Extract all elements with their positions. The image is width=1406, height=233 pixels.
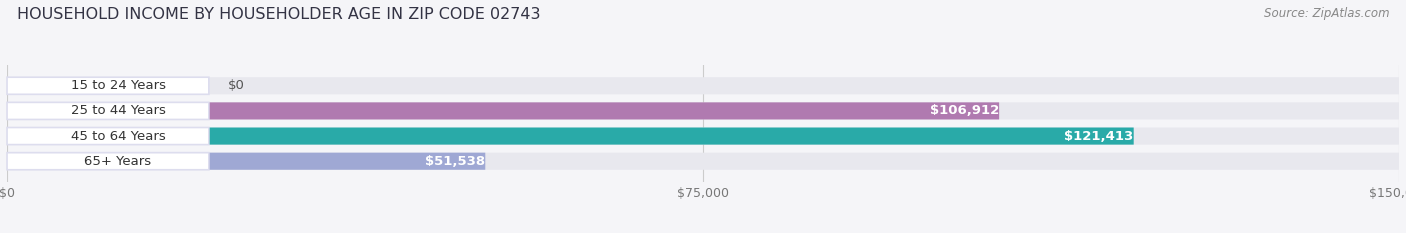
Text: $121,413: $121,413 xyxy=(1064,130,1133,143)
FancyBboxPatch shape xyxy=(7,127,1399,145)
FancyBboxPatch shape xyxy=(7,127,209,145)
Text: 65+ Years: 65+ Years xyxy=(84,155,152,168)
FancyBboxPatch shape xyxy=(7,153,485,170)
FancyBboxPatch shape xyxy=(7,77,209,94)
FancyBboxPatch shape xyxy=(7,77,1399,94)
FancyBboxPatch shape xyxy=(7,102,1399,120)
Text: $106,912: $106,912 xyxy=(929,104,1000,117)
Text: HOUSEHOLD INCOME BY HOUSEHOLDER AGE IN ZIP CODE 02743: HOUSEHOLD INCOME BY HOUSEHOLDER AGE IN Z… xyxy=(17,7,540,22)
FancyBboxPatch shape xyxy=(7,153,1399,170)
Text: Source: ZipAtlas.com: Source: ZipAtlas.com xyxy=(1264,7,1389,20)
Text: 25 to 44 Years: 25 to 44 Years xyxy=(70,104,166,117)
FancyBboxPatch shape xyxy=(7,127,1133,145)
FancyBboxPatch shape xyxy=(7,102,209,120)
FancyBboxPatch shape xyxy=(7,102,1000,120)
Text: 15 to 24 Years: 15 to 24 Years xyxy=(70,79,166,92)
Text: 45 to 64 Years: 45 to 64 Years xyxy=(70,130,166,143)
Text: $51,538: $51,538 xyxy=(425,155,485,168)
FancyBboxPatch shape xyxy=(7,153,209,170)
Text: $0: $0 xyxy=(228,79,245,92)
